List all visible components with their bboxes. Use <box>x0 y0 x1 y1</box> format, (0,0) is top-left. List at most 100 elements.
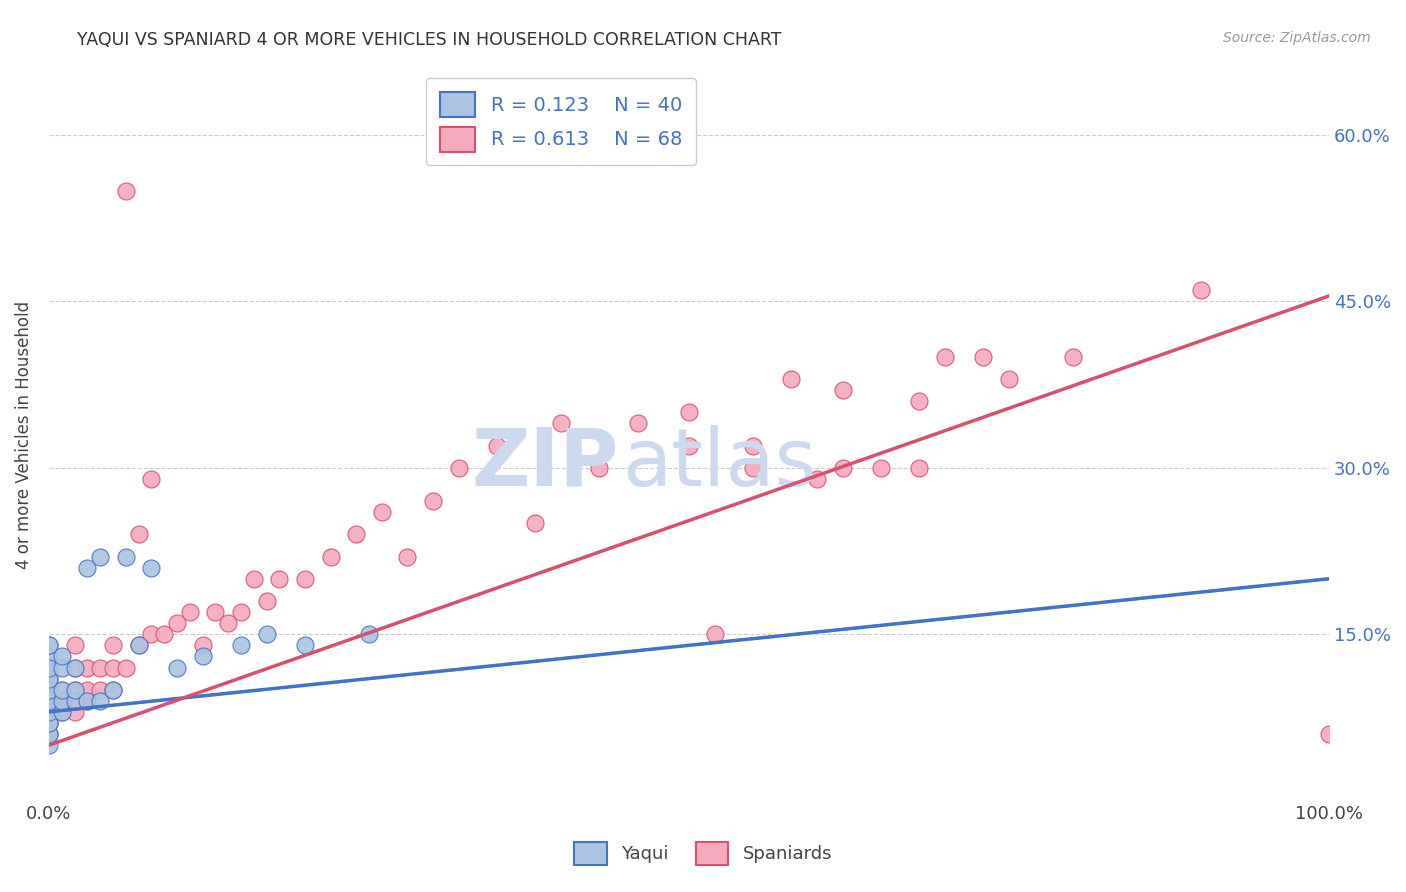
Point <box>166 616 188 631</box>
Point <box>229 638 252 652</box>
Point <box>38 638 60 652</box>
Point <box>76 694 98 708</box>
Point <box>831 383 853 397</box>
Point <box>101 682 124 697</box>
Legend: R = 0.123    N = 40, R = 0.613    N = 68: R = 0.123 N = 40, R = 0.613 N = 68 <box>426 78 696 165</box>
Y-axis label: 4 or more Vehicles in Household: 4 or more Vehicles in Household <box>15 301 32 568</box>
Point <box>256 594 278 608</box>
Point <box>38 694 60 708</box>
Point <box>908 460 931 475</box>
Point <box>38 694 60 708</box>
Point <box>179 605 201 619</box>
Point <box>63 705 86 719</box>
Point <box>357 627 380 641</box>
Point <box>550 417 572 431</box>
Point <box>89 660 111 674</box>
Point <box>51 649 73 664</box>
Point <box>38 660 60 674</box>
Point <box>166 660 188 674</box>
Point <box>89 549 111 564</box>
Point <box>89 694 111 708</box>
Point <box>742 439 765 453</box>
Point <box>256 627 278 641</box>
Point <box>38 705 60 719</box>
Point <box>806 472 828 486</box>
Point <box>870 460 893 475</box>
Point <box>38 638 60 652</box>
Point <box>38 705 60 719</box>
Point <box>780 372 803 386</box>
Point <box>1062 350 1084 364</box>
Point <box>38 716 60 731</box>
Point <box>627 417 650 431</box>
Point <box>114 549 136 564</box>
Point <box>63 660 86 674</box>
Point <box>269 572 291 586</box>
Point <box>294 638 316 652</box>
Point <box>396 549 419 564</box>
Point <box>51 705 73 719</box>
Point <box>38 694 60 708</box>
Point <box>38 672 60 686</box>
Point <box>204 605 226 619</box>
Point <box>191 649 214 664</box>
Text: YAQUI VS SPANIARD 4 OR MORE VEHICLES IN HOUSEHOLD CORRELATION CHART: YAQUI VS SPANIARD 4 OR MORE VEHICLES IN … <box>77 31 782 49</box>
Text: Source: ZipAtlas.com: Source: ZipAtlas.com <box>1223 31 1371 45</box>
Point <box>128 638 150 652</box>
Point <box>114 184 136 198</box>
Point <box>1317 727 1340 741</box>
Point <box>63 660 86 674</box>
Point <box>524 516 547 531</box>
Point <box>38 660 60 674</box>
Point <box>191 638 214 652</box>
Point <box>63 638 86 652</box>
Point <box>128 638 150 652</box>
Point <box>242 572 264 586</box>
Point <box>63 682 86 697</box>
Text: atlas: atlas <box>623 425 817 503</box>
Point <box>76 694 98 708</box>
Point <box>141 560 163 574</box>
Point <box>141 627 163 641</box>
Point <box>38 727 60 741</box>
Point <box>153 627 176 641</box>
Point <box>38 672 60 686</box>
Point <box>63 682 86 697</box>
Point <box>38 660 60 674</box>
Point <box>76 682 98 697</box>
Point <box>831 460 853 475</box>
Point <box>51 682 73 697</box>
Point <box>51 694 73 708</box>
Point <box>38 682 60 697</box>
Point <box>63 694 86 708</box>
Point <box>63 694 86 708</box>
Point <box>38 727 60 741</box>
Point <box>38 682 60 697</box>
Point <box>38 649 60 664</box>
Point <box>229 605 252 619</box>
Point <box>51 705 73 719</box>
Point <box>371 505 394 519</box>
Point <box>588 460 610 475</box>
Point <box>51 694 73 708</box>
Point <box>101 638 124 652</box>
Point <box>51 660 73 674</box>
Text: ZIP: ZIP <box>471 425 619 503</box>
Point <box>422 494 444 508</box>
Point <box>141 472 163 486</box>
Point <box>678 405 700 419</box>
Point <box>294 572 316 586</box>
Point <box>38 716 60 731</box>
Point <box>38 705 60 719</box>
Point <box>101 682 124 697</box>
Point <box>319 549 342 564</box>
Point <box>447 460 470 475</box>
Point <box>344 527 367 541</box>
Point <box>76 660 98 674</box>
Point <box>742 460 765 475</box>
Point <box>38 716 60 731</box>
Point <box>128 527 150 541</box>
Point <box>1189 284 1212 298</box>
Point <box>217 616 239 631</box>
Point <box>89 682 111 697</box>
